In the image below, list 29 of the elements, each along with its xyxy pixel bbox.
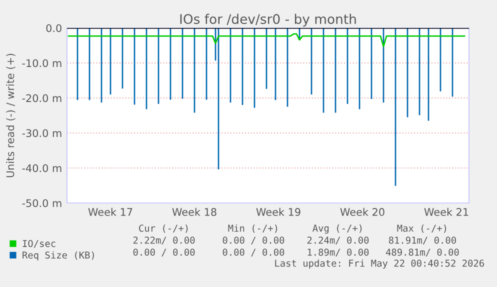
legend-label: IO/sec	[22, 240, 56, 248]
line-series	[68, 33, 466, 48]
y-tick-label: -40.0 m	[22, 164, 62, 172]
y-axis-title: Units read (-) / write (+)	[6, 54, 16, 178]
text: 0.00 / 0.00	[222, 236, 284, 245]
y-tick-label: -20.0 m	[22, 94, 62, 102]
y-tick-label: -50.0 m	[22, 199, 62, 208]
text: Avg (-/+)	[312, 224, 362, 234]
x-tick-label: Week 19	[256, 208, 300, 216]
x-tick-label: Week 20	[340, 208, 384, 216]
legend-label: Req Size (KB)	[22, 251, 94, 260]
y-tick-label: -10.0 m	[22, 59, 62, 68]
text: Last update: Fri May 22 00:40:52 2026	[275, 259, 484, 269]
x-tick-label: Week 21	[424, 208, 468, 216]
text: Cur (-/+)	[139, 224, 188, 233]
text: 2.22m/ 0.00	[133, 236, 195, 245]
y-tick-label: 0.0	[46, 24, 62, 32]
text: 0.00 / 0.00	[222, 248, 284, 257]
text: 2.24m/ 0.00	[307, 236, 369, 245]
text: 81.91m/ 0.00	[388, 236, 456, 245]
text: Min (-/+)	[228, 224, 278, 233]
x-tick-label: Week 17	[88, 208, 132, 216]
x-tick-label: Week 18	[172, 208, 216, 216]
y-tick-label: -30.0 m	[22, 129, 62, 138]
text: 1.89m/ 0.00	[308, 248, 369, 257]
text: 489.81m/ 0.00	[386, 248, 459, 257]
chart-title: IOs for /dev/sr0 - by month	[180, 14, 356, 27]
text: Max (-/+)	[397, 224, 446, 233]
text: 0.00 / 0.00	[133, 248, 195, 257]
